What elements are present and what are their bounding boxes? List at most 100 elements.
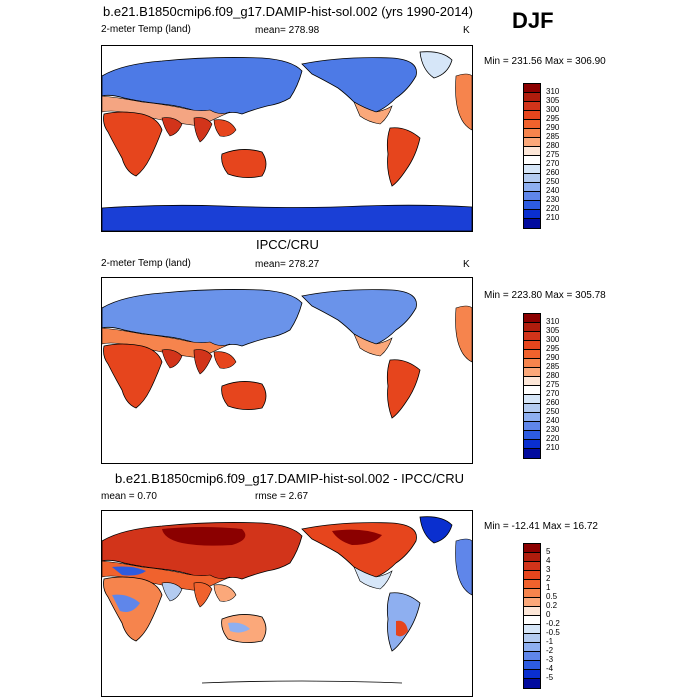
panel1-colorbar-swatch — [524, 129, 540, 138]
panel2-colorbar-swatch — [524, 386, 540, 395]
panel1-title: b.e21.B1850cmip6.f09_g17.DAMIP-hist-sol.… — [103, 4, 473, 19]
panel1-minmax-label: Min = 231.56 Max = 306.90 — [484, 56, 606, 67]
panel2-colorbar-swatch — [524, 449, 540, 458]
panel3-colorbar-label: -2 — [546, 646, 554, 655]
panel2-units-label: K — [463, 259, 470, 270]
panel2-minmax-label: Min = 223.80 Max = 305.78 — [484, 290, 606, 301]
panel3-colorbar-swatch — [524, 661, 540, 670]
panel2-colorbar-labels: 310 305 300 295 290 285 280 275 270 260 … — [546, 313, 576, 457]
panel2-variable-label: 2-meter Temp (land) — [101, 258, 191, 269]
panel1-map-graphic — [102, 51, 472, 231]
panel3-colorbar-label: 0.5 — [546, 592, 558, 601]
panel1-colorbar-label: 295 — [546, 114, 560, 123]
panel1-colorbar-label: 310 — [546, 87, 560, 96]
panel3-colorbar-label: -4 — [546, 664, 554, 673]
panel1-colorbar-label: 220 — [546, 204, 560, 213]
panel2-title: IPCC/CRU — [256, 237, 319, 252]
panel2-colorbar-swatch — [524, 323, 540, 332]
panel2-colorbar-swatch — [524, 404, 540, 413]
panel3-colorbar-label: -0.2 — [546, 619, 560, 628]
panel1-colorbar-label: 260 — [546, 168, 560, 177]
panel2-colorbar-label: 285 — [546, 362, 560, 371]
panel2-colorbar-swatch — [524, 395, 540, 404]
panel2-colorbar-swatch — [524, 359, 540, 368]
panel2-colorbar-label: 240 — [546, 416, 560, 425]
panel1-colorbar-swatch — [524, 192, 540, 201]
panel2-colorbar-swatch — [524, 431, 540, 440]
panel1-colorbar-swatch — [524, 102, 540, 111]
panel2-map-graphic — [102, 289, 472, 419]
panel2-colorbar-swatch — [524, 341, 540, 350]
panel3-colorbar-swatch — [524, 571, 540, 580]
panel1-colorbar-swatch — [524, 120, 540, 129]
panel1-colorbar-swatch — [524, 219, 540, 228]
panel3-colorbar-label: 4 — [546, 556, 551, 565]
panel1-colorbar-label: 290 — [546, 123, 560, 132]
panel3-colorbar-swatch — [524, 625, 540, 634]
panel1-colorbar-swatch — [524, 174, 540, 183]
panel2-colorbar-label: 270 — [546, 389, 560, 398]
panel2-colorbar-label: 280 — [546, 371, 560, 380]
panel1-colorbar-label: 285 — [546, 132, 560, 141]
panel1-colorbar-label: 240 — [546, 186, 560, 195]
panel3-colorbar-labels: 5 4 3 2 1 0.5 0.2 0 -0.2 -0.5 -1 -2 -3 -… — [546, 543, 576, 687]
panel1-colorbar-swatch — [524, 147, 540, 156]
panel1-colorbar-swatch — [524, 93, 540, 102]
panel3-colorbar-label: 2 — [546, 574, 551, 583]
panel3-colorbar-swatch — [524, 679, 540, 688]
panel1-colorbar-swatch — [524, 201, 540, 210]
panel2-colorbar-label: 275 — [546, 380, 560, 389]
panel2-colorbar-swatch — [524, 422, 540, 431]
panel3-colorbar-swatch — [524, 634, 540, 643]
panel3-colorbar-label: 1 — [546, 583, 551, 592]
season-label: DJF — [512, 8, 554, 33]
panel1-colorbar-swatch — [524, 138, 540, 147]
panel2-colorbar — [523, 313, 541, 459]
panel3-colorbar-swatch — [524, 544, 540, 553]
panel2-map — [101, 277, 473, 464]
panel2-colorbar-swatch — [524, 368, 540, 377]
panel3-colorbar-swatch — [524, 616, 540, 625]
panel2-colorbar-swatch — [524, 377, 540, 386]
panel3-colorbar-label: -1 — [546, 637, 554, 646]
panel1-mean-label: mean= 278.98 — [255, 25, 320, 36]
panel2-colorbar-label: 310 — [546, 317, 560, 326]
panel3-minmax-label: Min = -12.41 Max = 16.72 — [484, 521, 598, 532]
panel1-colorbar-label: 300 — [546, 105, 560, 114]
panel2-colorbar-label: 260 — [546, 398, 560, 407]
panel3-colorbar-swatch — [524, 553, 540, 562]
panel3-colorbar-label: 0.2 — [546, 601, 558, 610]
panel3-rmse-label: rmse = 2.67 — [255, 491, 309, 502]
panel1-colorbar-label: 270 — [546, 159, 560, 168]
panel3-colorbar-swatch — [524, 643, 540, 652]
panel1-units-label: K — [463, 25, 470, 36]
panel2-colorbar-label: 220 — [546, 434, 560, 443]
panel1-colorbar-swatch — [524, 84, 540, 93]
panel2-mean-label: mean= 278.27 — [255, 259, 320, 270]
panel3-colorbar-label: 3 — [546, 565, 551, 574]
panel3-colorbar-label: -5 — [546, 673, 554, 682]
panel3-colorbar-swatch — [524, 562, 540, 571]
panel3-colorbar-swatch — [524, 652, 540, 661]
panel1-colorbar-swatch — [524, 156, 540, 165]
panel1-colorbar-labels: 310 305 300 295 290 285 280 275 270 260 … — [546, 83, 576, 227]
panel1-colorbar-swatch — [524, 210, 540, 219]
panel1-map — [101, 45, 473, 232]
panel2-colorbar-swatch — [524, 314, 540, 323]
panel3-colorbar-label: 5 — [546, 547, 551, 556]
panel3-colorbar-swatch — [524, 589, 540, 598]
panel2-colorbar-swatch — [524, 440, 540, 449]
panel2-colorbar-label: 250 — [546, 407, 560, 416]
panel3-colorbar-swatch — [524, 607, 540, 616]
panel2-colorbar-swatch — [524, 350, 540, 359]
panel1-colorbar-label: 280 — [546, 141, 560, 150]
panel3-colorbar-label: -3 — [546, 655, 554, 664]
panel1-colorbar-label: 275 — [546, 150, 560, 159]
panel1-colorbar-swatch — [524, 183, 540, 192]
panel1-colorbar-label: 210 — [546, 213, 560, 222]
panel1-colorbar-label: 230 — [546, 195, 560, 204]
panel1-colorbar-swatch — [524, 165, 540, 174]
panel3-colorbar — [523, 543, 541, 689]
panel2-colorbar-label: 300 — [546, 335, 560, 344]
panel2-colorbar-label: 305 — [546, 326, 560, 335]
